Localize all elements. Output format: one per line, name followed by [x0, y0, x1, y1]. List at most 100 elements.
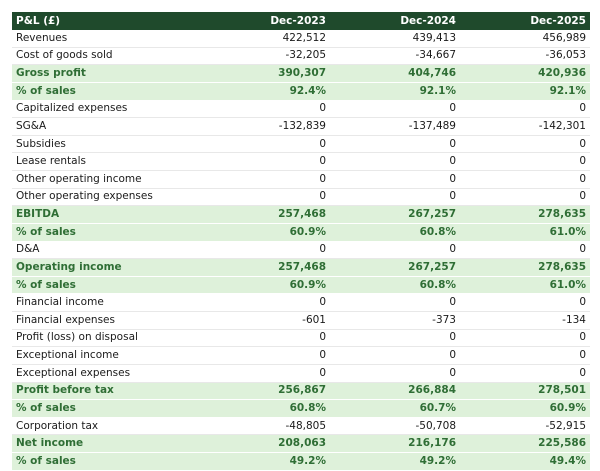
- row-label: Financial income: [12, 293, 200, 312]
- table-row: Cost of goods sold -32,205 -34,667 -36,053: [12, 47, 590, 66]
- value-cell: 0: [330, 135, 460, 154]
- value-cell: -134: [460, 311, 590, 330]
- row-label: % of sales: [12, 399, 200, 418]
- value-cell: 49.2%: [330, 452, 460, 471]
- row-label: Profit before tax: [12, 382, 200, 401]
- value-cell: 0: [460, 364, 590, 383]
- header-row: P&L (£) Dec-2023 Dec-2024 Dec-2025: [12, 12, 590, 30]
- value-cell: 0: [460, 329, 590, 348]
- value-cell: 0: [460, 188, 590, 207]
- value-cell: 257,468: [200, 205, 330, 224]
- value-cell: 0: [460, 152, 590, 171]
- value-cell: 0: [330, 241, 460, 260]
- value-cell: 422,512: [200, 30, 330, 48]
- value-cell: 0: [200, 293, 330, 312]
- value-cell: -132,839: [200, 117, 330, 136]
- table-row: Profit (loss) on disposal 0 0 0: [12, 329, 590, 348]
- row-label: Profit (loss) on disposal: [12, 329, 200, 348]
- value-cell: 61.0%: [460, 223, 590, 242]
- row-label: Lease rentals: [12, 152, 200, 171]
- value-cell: 0: [330, 100, 460, 119]
- value-cell: 0: [330, 170, 460, 189]
- table-row: Exceptional income 0 0 0: [12, 346, 590, 365]
- value-cell: 0: [200, 364, 330, 383]
- subtotal-row: % of sales 49.2% 49.2% 49.4%: [12, 452, 590, 471]
- pl-table: P&L (£) Dec-2023 Dec-2024 Dec-2025 Revenues…: [12, 12, 590, 471]
- row-label: D&A: [12, 241, 200, 260]
- value-cell: -50,708: [330, 417, 460, 436]
- value-cell: 216,176: [330, 434, 460, 453]
- table-row: Lease rentals 0 0 0: [12, 152, 590, 171]
- row-label: % of sales: [12, 276, 200, 295]
- row-label: % of sales: [12, 223, 200, 242]
- value-cell: 0: [460, 100, 590, 119]
- table-row: Financial expenses -601 -373 -134: [12, 311, 590, 330]
- value-cell: 0: [330, 364, 460, 383]
- value-cell: 0: [460, 293, 590, 312]
- header-cell: Dec-2023: [200, 12, 330, 30]
- value-cell: -34,667: [330, 47, 460, 66]
- subtotal-row: Operating income 257,468 267,257 278,635: [12, 258, 590, 277]
- table-row: Capitalized expenses 0 0 0: [12, 100, 590, 119]
- row-label: Exceptional income: [12, 346, 200, 365]
- value-cell: 225,586: [460, 434, 590, 453]
- value-cell: 456,989: [460, 30, 590, 48]
- table-row: SG&A -132,839 -137,489 -142,301: [12, 117, 590, 136]
- value-cell: 0: [200, 329, 330, 348]
- subtotal-row: % of sales 60.8% 60.7% 60.9%: [12, 399, 590, 418]
- table-row: Financial income 0 0 0: [12, 293, 590, 312]
- table-row: Other operating expenses 0 0 0: [12, 188, 590, 207]
- page: P&L (£) Dec-2023 Dec-2024 Dec-2025 Revenues…: [12, 12, 590, 471]
- value-cell: 420,936: [460, 64, 590, 83]
- value-cell: -373: [330, 311, 460, 330]
- value-cell: 0: [460, 346, 590, 365]
- value-cell: 92.1%: [330, 82, 460, 101]
- value-cell: 60.8%: [330, 223, 460, 242]
- value-cell: 92.1%: [460, 82, 590, 101]
- value-cell: 267,257: [330, 205, 460, 224]
- value-cell: 60.9%: [200, 276, 330, 295]
- value-cell: 256,867: [200, 382, 330, 401]
- value-cell: 0: [330, 346, 460, 365]
- table-body: Revenues 422,512 439,413 456,989 Cost of goo…: [12, 30, 590, 471]
- value-cell: 0: [200, 188, 330, 207]
- value-cell: -52,915: [460, 417, 590, 436]
- value-cell: -36,053: [460, 47, 590, 66]
- table-row: Revenues 422,512 439,413 456,989: [12, 30, 590, 48]
- row-label: Net income: [12, 434, 200, 453]
- value-cell: 60.7%: [330, 399, 460, 418]
- row-label: Capitalized expenses: [12, 100, 200, 119]
- value-cell: 0: [200, 346, 330, 365]
- value-cell: 278,635: [460, 205, 590, 224]
- value-cell: 267,257: [330, 258, 460, 277]
- header-cell: Dec-2025: [460, 12, 590, 30]
- table-row: Exceptional expenses 0 0 0: [12, 364, 590, 383]
- value-cell: 60.8%: [200, 399, 330, 418]
- value-cell: 439,413: [330, 30, 460, 48]
- value-cell: 208,063: [200, 434, 330, 453]
- value-cell: 390,307: [200, 64, 330, 83]
- value-cell: -601: [200, 311, 330, 330]
- header-cell: Dec-2024: [330, 12, 460, 30]
- value-cell: 0: [200, 100, 330, 119]
- row-label: Revenues: [12, 30, 200, 48]
- value-cell: 278,635: [460, 258, 590, 277]
- value-cell: 0: [330, 293, 460, 312]
- value-cell: 0: [330, 188, 460, 207]
- table-row: Subsidies 0 0 0: [12, 135, 590, 154]
- table-row: Other operating income 0 0 0: [12, 170, 590, 189]
- value-cell: -142,301: [460, 117, 590, 136]
- value-cell: 49.2%: [200, 452, 330, 471]
- row-label: Other operating expenses: [12, 188, 200, 207]
- row-label: Cost of goods sold: [12, 47, 200, 66]
- value-cell: -32,205: [200, 47, 330, 66]
- value-cell: 404,746: [330, 64, 460, 83]
- subtotal-row: % of sales 60.9% 60.8% 61.0%: [12, 223, 590, 242]
- value-cell: 0: [460, 170, 590, 189]
- value-cell: 0: [460, 135, 590, 154]
- subtotal-row: % of sales 60.9% 60.8% 61.0%: [12, 276, 590, 295]
- row-label: % of sales: [12, 82, 200, 101]
- row-label: EBITDA: [12, 205, 200, 224]
- row-label: Exceptional expenses: [12, 364, 200, 383]
- value-cell: 0: [200, 152, 330, 171]
